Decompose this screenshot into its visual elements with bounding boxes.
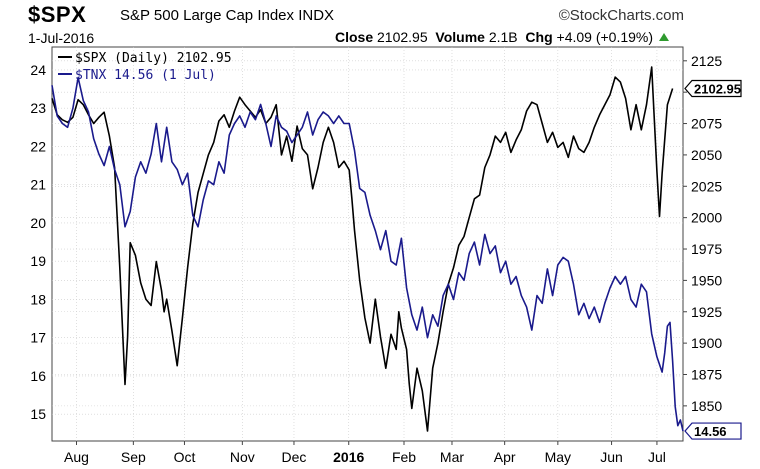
legend-spx: $SPX (Daily) 2102.95 bbox=[58, 50, 232, 67]
legend-spx-label: $SPX (Daily) 2102.95 bbox=[75, 51, 232, 66]
y-left-tick-16: 16 bbox=[30, 368, 46, 384]
y-right-tick-2125: 2125 bbox=[691, 53, 722, 69]
x-tick-Feb: Feb bbox=[392, 449, 416, 465]
y-left-tick-21: 21 bbox=[30, 177, 46, 193]
brand-label: ©StockCharts.com bbox=[558, 7, 684, 24]
chart-legend: $SPX (Daily) 2102.95 $TNX 14.56 (1 Jul) bbox=[58, 50, 232, 84]
up-arrow-icon bbox=[659, 33, 670, 41]
y-right-tick-1850: 1850 bbox=[691, 398, 722, 414]
y-right-tick-1925: 1925 bbox=[691, 304, 722, 320]
plot-area bbox=[51, 46, 684, 442]
x-tick-Aug: Aug bbox=[64, 449, 89, 465]
legend-tnx: $TNX 14.56 (1 Jul) bbox=[58, 67, 232, 84]
y-right-tick-1975: 1975 bbox=[691, 241, 722, 257]
series-line-0 bbox=[51, 66, 674, 432]
x-tick-Apr: Apr bbox=[494, 449, 516, 465]
y-right-tick-1875: 1875 bbox=[691, 366, 722, 382]
quote-stats: Close 2102.95 Volume 2.1B Chg +4.09 (+0.… bbox=[335, 29, 670, 45]
exchange: INDX bbox=[298, 7, 335, 24]
close-label: Close bbox=[335, 29, 374, 45]
x-tick-Oct: Oct bbox=[174, 449, 196, 465]
x-tick-May: May bbox=[545, 449, 571, 465]
x-tick-Jul: Jul bbox=[648, 449, 666, 465]
legend-tnx-label: $TNX 14.56 (1 Jul) bbox=[75, 68, 216, 83]
volume-label: Volume bbox=[435, 29, 485, 45]
chart-date: 1-Jul-2016 bbox=[28, 30, 95, 46]
spx-last-value-tag-box bbox=[684, 79, 742, 98]
x-tick-Mar: Mar bbox=[440, 449, 464, 465]
y-right-tick-2000: 2000 bbox=[691, 210, 722, 226]
x-tick-Sep: Sep bbox=[121, 449, 146, 465]
chart-name: S&P 500 Large Cap Index INDX bbox=[120, 7, 334, 24]
y-right-tick-1900: 1900 bbox=[691, 335, 722, 351]
x-tick-Dec: Dec bbox=[282, 449, 307, 465]
y-right-tick-1950: 1950 bbox=[691, 272, 722, 288]
x-tick-Jun: Jun bbox=[600, 449, 623, 465]
series-line-1 bbox=[51, 76, 684, 432]
y-left-tick-24: 24 bbox=[30, 62, 46, 78]
x-tick-2016: 2016 bbox=[333, 449, 364, 465]
legend-swatch-spx bbox=[58, 56, 72, 58]
y-left-tick-18: 18 bbox=[30, 291, 46, 307]
y-left-tick-17: 17 bbox=[30, 330, 46, 346]
tnx-last-value-tag-box bbox=[684, 422, 742, 440]
chg-label: Chg bbox=[525, 29, 553, 45]
x-tick-Nov: Nov bbox=[230, 449, 255, 465]
index-name: S&P 500 Large Cap Index bbox=[120, 7, 295, 24]
chg-value: +4.09 (+0.19%) bbox=[556, 29, 654, 45]
y-right-tick-2025: 2025 bbox=[691, 178, 722, 194]
y-right-tick-2075: 2075 bbox=[691, 116, 722, 132]
chart-symbol: $SPX bbox=[28, 2, 87, 27]
y-left-tick-19: 19 bbox=[30, 253, 46, 269]
close-value: 2102.95 bbox=[377, 29, 428, 45]
tnx-last-value-tag: 14.56 bbox=[694, 424, 727, 439]
spx-last-value-tag: 2102.95 bbox=[694, 81, 741, 96]
y-left-tick-20: 20 bbox=[30, 215, 46, 231]
y-left-tick-23: 23 bbox=[30, 100, 46, 116]
volume-value: 2.1B bbox=[488, 29, 518, 45]
y-left-tick-22: 22 bbox=[30, 138, 46, 154]
y-right-tick-2050: 2050 bbox=[691, 147, 722, 163]
y-left-tick-15: 15 bbox=[30, 406, 46, 422]
legend-swatch-tnx bbox=[58, 73, 72, 75]
